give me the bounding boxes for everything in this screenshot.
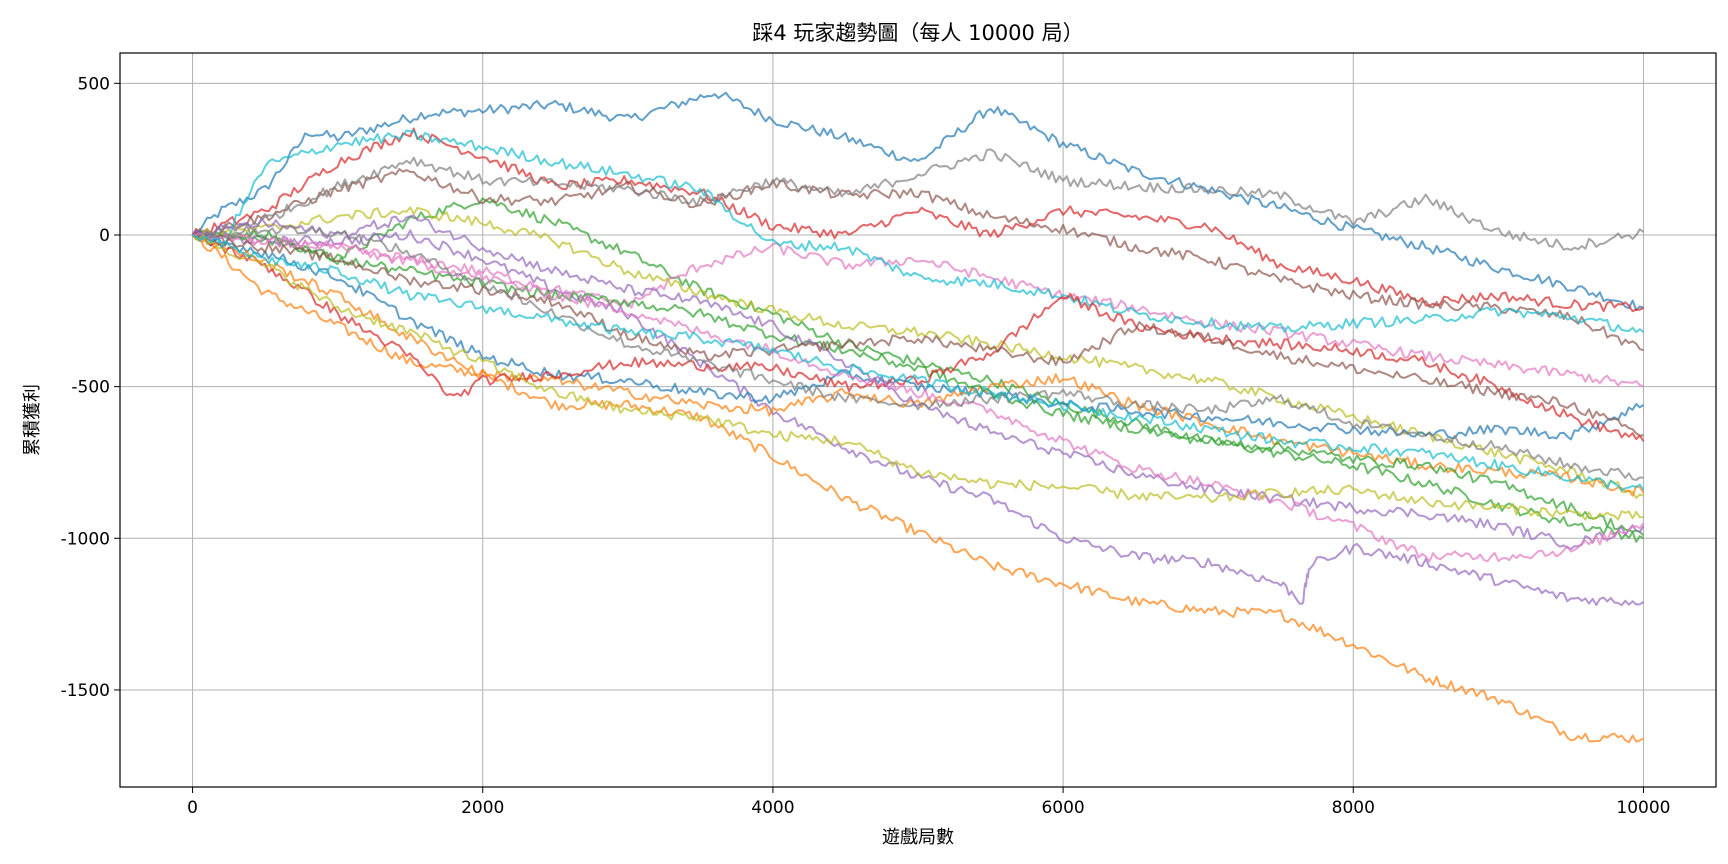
chart-title: 踩4 玩家趨勢圖（每人 10000 局） xyxy=(752,21,1083,45)
axis-ticks: 0 2000 4000 6000 8000 10000 500 0 -500 -1000 -1500 xyxy=(61,74,1671,818)
x-tick-label: 4000 xyxy=(751,798,794,818)
series-line-17 xyxy=(192,232,1645,563)
series-line-9 xyxy=(192,206,1644,499)
series-line-6 xyxy=(191,168,1644,352)
series-line-2 xyxy=(192,232,1644,744)
y-tick-label: -500 xyxy=(71,378,110,398)
series-line-15 xyxy=(191,214,1645,550)
series-line-7 xyxy=(192,230,1644,388)
series-line-14 xyxy=(191,231,1645,442)
series-line-16 xyxy=(191,234,1644,437)
series-line-4 xyxy=(191,127,1644,313)
series-line-13 xyxy=(191,229,1645,537)
series-line-20 xyxy=(192,234,1645,492)
y-tick-label: -1000 xyxy=(61,529,110,549)
x-tick-label: 8000 xyxy=(1332,798,1375,818)
series-line-18 xyxy=(191,224,1644,481)
x-tick-label: 10000 xyxy=(1616,798,1670,818)
series-lines xyxy=(191,91,1645,744)
series-line-1 xyxy=(191,91,1644,311)
x-tick-label: 0 xyxy=(187,798,198,818)
x-axis-title: 遊戲局數 xyxy=(882,827,954,848)
x-tick-label: 6000 xyxy=(1041,798,1084,818)
y-tick-label: 0 xyxy=(99,226,110,246)
plot-frame xyxy=(119,52,1717,788)
series-line-19 xyxy=(191,234,1644,521)
series-line-8 xyxy=(192,148,1645,251)
x-tick-label: 2000 xyxy=(461,798,504,818)
series-line-5 xyxy=(191,229,1645,607)
y-tick-label: 500 xyxy=(78,74,110,94)
y-tick-label: -1500 xyxy=(61,681,110,701)
y-axis-title: 累積獲利 xyxy=(22,384,43,456)
series-line-10 xyxy=(192,129,1645,334)
series-line-12 xyxy=(191,234,1645,497)
